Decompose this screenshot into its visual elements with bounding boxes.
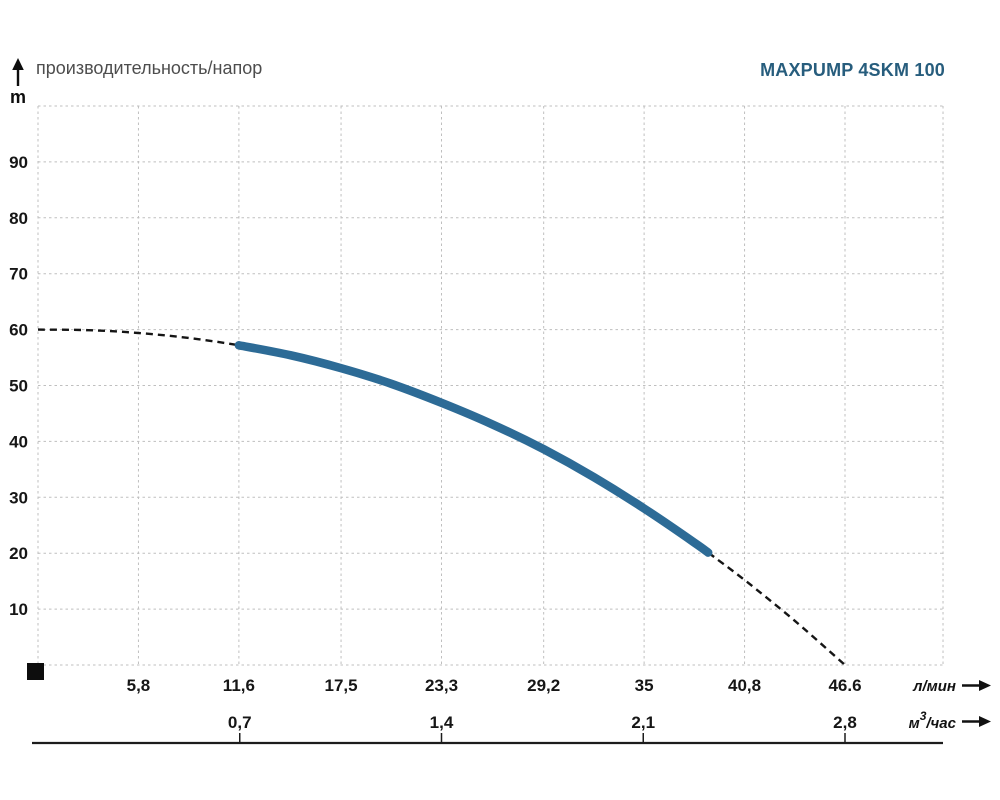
x-tick-label-lmin: 35 — [635, 676, 654, 695]
y-tick-label: 50 — [9, 377, 28, 396]
pump-model-title: MAXPUMP 4SKM 100 — [760, 60, 945, 80]
m3h-tick-label: 2,8 — [833, 713, 857, 732]
y-tick-label: 30 — [9, 488, 28, 507]
x-tick-label-lmin: 23,3 — [425, 676, 458, 695]
y-tick-label: 90 — [9, 153, 28, 172]
y-tick-label: 20 — [9, 544, 28, 563]
y-axis-arrow-icon — [12, 58, 24, 86]
x-axis-unit-lmin: л/мин — [912, 678, 956, 695]
m3h-tick-label: 1,4 — [430, 713, 454, 732]
x-tick-label-lmin: 29,2 — [527, 676, 560, 695]
x-axis-unit-m3h: м3/час — [909, 709, 957, 732]
y-tick-label: 40 — [9, 432, 28, 451]
lmin-arrow-icon-head — [979, 680, 991, 691]
y-tick-label: 10 — [9, 600, 28, 619]
x-tick-label-lmin: 40,8 — [728, 676, 761, 695]
m3h-tick-label: 2,1 — [631, 713, 655, 732]
m3h-arrow-icon-head — [979, 716, 991, 727]
y-axis-unit: m — [10, 87, 26, 107]
x-tick-label-lmin: 11,6 — [223, 676, 255, 695]
x-tick-label-lmin: 5,8 — [127, 676, 151, 695]
page-title: производительность/напор — [36, 58, 263, 78]
x-tick-label-lmin: 17,5 — [325, 676, 358, 695]
y-tick-label: 80 — [9, 209, 28, 228]
m3h-tick-label: 0,7 — [228, 713, 252, 732]
pump-curve — [234, 341, 713, 557]
y-tick-label: 60 — [9, 321, 28, 340]
x-tick-label-lmin: 46.6 — [828, 676, 861, 695]
y-tick-label: 70 — [9, 265, 28, 284]
chart-layer: 10 20 30 40 50 60 70 80 90 5,8 11,6 17,5 23,3 29,2 35 4… — [9, 105, 991, 745]
origin-marker — [27, 663, 44, 680]
